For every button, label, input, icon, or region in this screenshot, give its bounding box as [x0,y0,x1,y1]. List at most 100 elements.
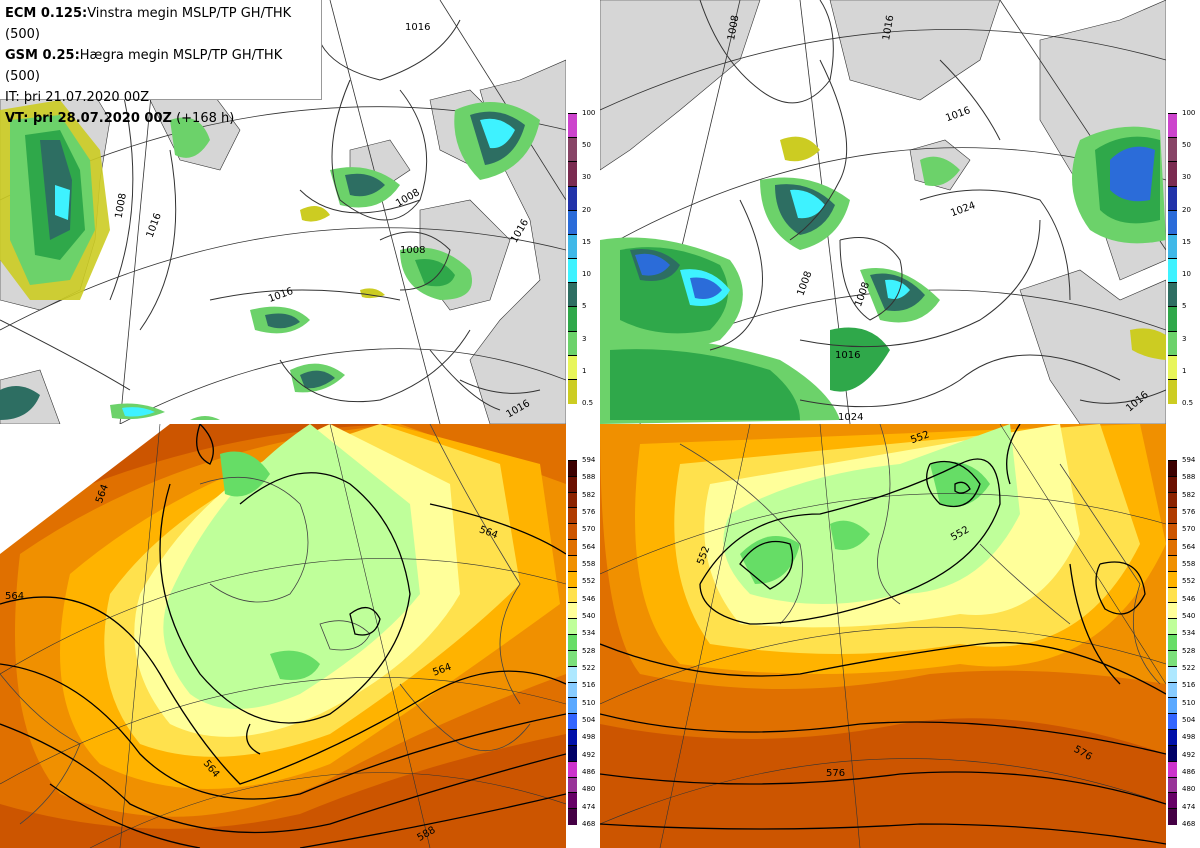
colorbar-swatch [568,539,577,556]
colorbar-swatch [1168,760,1177,778]
colorbar-label: 582 [1182,490,1196,499]
colorbar-label: 516 [1182,681,1196,690]
precip-areas [600,126,1166,424]
colorbar-swatch [1168,697,1177,715]
colorbar-swatch [1168,209,1177,235]
info-line-valid-time: VT: þri 28.07.2020 00Z (+168 h) [5,108,316,129]
colorbar-swatch [568,282,577,308]
colorbar-label: 534 [1182,629,1196,638]
ecm-model-label: ECM 0.125: [5,6,88,21]
colorbar-label: 564 [582,542,596,551]
colorbar-label: 510 [1182,698,1196,707]
colorbar-swatch [568,618,577,636]
isobar-label: 1024 [838,412,863,423]
colorbar-swatch [1168,634,1177,651]
info-line-gsm: GSM 0.25:Hægra megin MSLP/TP GH/THK (500… [5,45,316,87]
lead-time-label: (+168 h) [176,111,235,126]
colorbar-swatch [1168,282,1177,308]
isobar-label: 1016 [267,286,295,305]
colorbar-label: 15 [582,237,591,246]
colorbar-label: 528 [582,646,596,655]
ecm-description: Vinstra megin MSLP/TP GH/THK (500) [5,6,292,42]
colorbar-swatch [1168,776,1177,794]
gsm-description: Hægra megin MSLP/TP GH/THK (500) [5,48,283,84]
isobar-label: 1016 [835,350,860,361]
graticule [0,424,566,848]
colorbar-swatch [1168,475,1177,493]
colorbar-label: 0.5 [1182,399,1194,407]
colorbar-swatch [1168,729,1177,746]
colorbar-swatch [1168,113,1177,139]
colorbar-swatch [568,808,577,825]
colorbar-swatch [1168,539,1177,556]
colorbar-swatch [568,792,577,810]
colorbar-label: 480 [1182,785,1196,794]
colorbar-label: 540 [1182,612,1196,620]
colorbar-swatch [568,570,577,588]
colorbar-label: 546 [1182,594,1196,603]
isobars [699,0,1166,408]
colorbar-swatch [1168,792,1177,810]
isobar-label: 1016 [145,212,164,240]
colorbar-label: 552 [582,577,596,586]
gsm-mslp-precip-map: 1008 1016 1016 1008 1024 1008 1016 1024 … [600,0,1166,424]
colorbar-label: 5 [582,302,587,311]
colorbar-label: 558 [1182,560,1196,568]
colorbar-label: 30 [1182,173,1191,182]
colorbar-label: 570 [582,525,596,534]
colorbar-swatch [1168,665,1177,683]
colorbar-label: 498 [582,733,596,742]
colorbar-label: 1 [582,366,587,375]
colorbar-label: 486 [1182,768,1196,776]
run-info-box: ECM 0.125:Vinstra megin MSLP/TP GH/THK (… [0,0,322,126]
isobar-label: 1024 [949,200,977,219]
colorbar-swatch [1168,713,1177,731]
colorbar-label: 468 [1182,820,1196,828]
colorbar-label: 3 [582,334,587,343]
graticule [600,424,1166,848]
colorbar-swatch [568,137,577,163]
isobar-label: 1008 [795,270,814,298]
colorbar-swatch [568,475,577,493]
colorbar-swatch [1168,554,1177,572]
colorbar-label: 534 [582,629,596,638]
colorbar-swatch [1168,586,1177,604]
coastlines [0,424,531,825]
colorbar-swatch [1168,618,1177,636]
height-label: 576 [826,768,845,779]
colorbar-label: 558 [582,560,596,568]
colorbar-swatch [1168,681,1177,699]
precip-areas [0,100,540,420]
colorbar-label: 10 [582,270,591,279]
colorbar-swatch [1168,460,1177,477]
colorbar-label: 486 [582,768,596,776]
colorbar-swatch [1168,570,1177,588]
colorbar-label: 15 [1182,237,1191,246]
colorbar-swatch [1168,354,1177,380]
colorbar-swatch [568,507,577,525]
isobar-label: 1016 [405,22,430,33]
isobar-label: 1008 [853,281,872,309]
info-line-ecm: ECM 0.125:Vinstra megin MSLP/TP GH/THK (… [5,3,316,45]
colorbar-swatch [568,306,577,332]
info-line-init-time: IT: þri 21.07.2020 00Z [5,90,150,105]
colorbar-swatch [568,681,577,699]
colorbar-label: 20 [582,205,591,214]
colorbar-label: 10 [1182,270,1191,279]
colorbar-label: 588 [582,473,596,482]
colorbar-swatch [568,729,577,746]
colorbar-label: 582 [582,490,596,499]
colorbar-swatch [1168,744,1177,762]
colorbar-label: 5 [1182,302,1187,311]
gsm-500hpa-height-map: 552 552 552 576 576 [600,424,1166,848]
coastlines [679,424,1161,685]
colorbar-swatch [568,760,577,778]
colorbar-label: 50 [1182,141,1191,150]
colorbar-label: 1 [1182,366,1187,375]
colorbar-label: 522 [582,664,596,672]
colorbar-swatch [1168,808,1177,825]
isobar-label: 1008 [114,192,129,219]
colorbar-swatch [1168,330,1177,356]
colorbar-swatch [568,776,577,794]
colorbar-swatch [568,378,577,404]
